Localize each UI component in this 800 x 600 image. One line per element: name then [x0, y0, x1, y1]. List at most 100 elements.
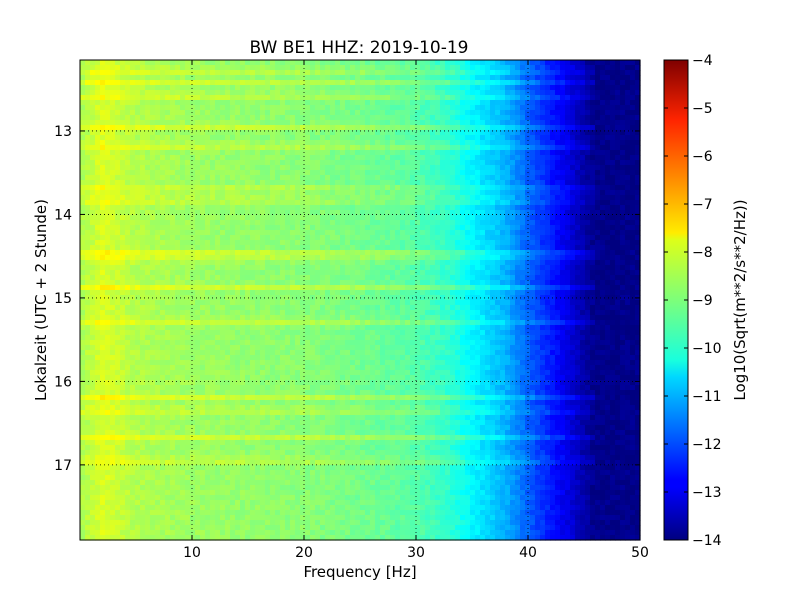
heatmap-cell — [90, 165, 96, 171]
heatmap-cell — [200, 135, 206, 141]
heatmap-cell — [585, 250, 591, 256]
heatmap-cell — [350, 240, 356, 246]
heatmap-cell — [180, 130, 186, 136]
heatmap-cell — [500, 125, 506, 131]
heatmap-cell — [460, 230, 466, 236]
heatmap-cell — [405, 250, 411, 256]
heatmap-cell — [195, 195, 201, 201]
heatmap-cell — [465, 240, 471, 246]
heatmap-cell — [300, 270, 306, 276]
heatmap-cell — [490, 200, 496, 206]
heatmap-cell — [350, 85, 356, 91]
heatmap-cell — [320, 105, 326, 111]
heatmap-cell — [215, 230, 221, 236]
heatmap-cell — [595, 185, 601, 191]
heatmap-cell — [610, 125, 616, 131]
heatmap-cell — [290, 265, 296, 271]
heatmap-cell — [245, 210, 251, 216]
heatmap-cell — [495, 265, 501, 271]
heatmap-cell — [250, 135, 256, 141]
heatmap-cell — [470, 140, 476, 146]
heatmap-cell — [620, 145, 626, 151]
heatmap-cell — [560, 265, 566, 271]
heatmap-cell — [335, 245, 341, 251]
heatmap-cell — [320, 165, 326, 171]
heatmap-cell — [330, 90, 336, 96]
heatmap-cell — [535, 110, 541, 116]
heatmap-cell — [260, 165, 266, 171]
heatmap-cell — [530, 175, 536, 181]
heatmap-cell — [380, 145, 386, 151]
heatmap-cell — [550, 215, 556, 221]
heatmap-cell — [415, 125, 421, 131]
heatmap-cell — [525, 205, 531, 211]
heatmap-cell — [305, 230, 311, 236]
heatmap-cell — [295, 245, 301, 251]
heatmap-cell — [240, 95, 246, 101]
heatmap-cell — [370, 185, 376, 191]
heatmap-cell — [560, 145, 566, 151]
heatmap-cell — [125, 130, 131, 136]
heatmap-cell — [345, 220, 351, 226]
heatmap-cell — [265, 75, 271, 81]
heatmap-cell — [395, 265, 401, 271]
heatmap-cell — [300, 215, 306, 221]
heatmap-cell — [410, 175, 416, 181]
heatmap-cell — [380, 230, 386, 236]
heatmap-cell — [315, 95, 321, 101]
heatmap-cell — [445, 245, 451, 251]
heatmap-cell — [325, 260, 331, 266]
heatmap-cell — [255, 240, 261, 246]
heatmap-cell — [560, 150, 566, 156]
heatmap-cell — [465, 165, 471, 171]
heatmap-cell — [250, 225, 256, 231]
heatmap-cell — [485, 220, 491, 226]
heatmap-cell — [105, 105, 111, 111]
heatmap-cell — [285, 185, 291, 191]
heatmap-cell — [240, 175, 246, 181]
heatmap-cell — [535, 180, 541, 186]
heatmap-cell — [300, 250, 306, 256]
heatmap-cell — [85, 100, 91, 106]
heatmap-cell — [595, 195, 601, 201]
heatmap-cell — [630, 240, 636, 246]
heatmap-cell — [505, 175, 511, 181]
heatmap-cell — [205, 140, 211, 146]
heatmap-cell — [515, 255, 521, 261]
heatmap-cell — [370, 70, 376, 76]
heatmap-cell — [180, 175, 186, 181]
heatmap-cell — [570, 80, 576, 86]
heatmap-cell — [375, 170, 381, 176]
heatmap-cell — [580, 265, 586, 271]
heatmap-cell — [245, 260, 251, 266]
heatmap-cell — [345, 90, 351, 96]
heatmap-cell — [475, 100, 481, 106]
heatmap-cell — [550, 260, 556, 266]
heatmap-cell — [100, 100, 106, 106]
heatmap-cell — [635, 245, 641, 251]
heatmap-cell — [345, 60, 351, 66]
heatmap-cell — [505, 215, 511, 221]
heatmap-cell — [630, 270, 636, 276]
heatmap-cell — [425, 245, 431, 251]
heatmap-cell — [550, 140, 556, 146]
heatmap-cell — [265, 210, 271, 216]
heatmap-cell — [375, 245, 381, 251]
heatmap-cell — [470, 210, 476, 216]
heatmap-cell — [535, 150, 541, 156]
heatmap-cell — [375, 275, 381, 281]
heatmap-cell — [320, 145, 326, 151]
heatmap-cell — [220, 240, 226, 246]
heatmap-cell — [415, 160, 421, 166]
heatmap-cell — [385, 115, 391, 121]
heatmap-cell — [480, 165, 486, 171]
heatmap-cell — [80, 125, 86, 131]
heatmap-cell — [385, 255, 391, 261]
heatmap-cell — [580, 95, 586, 101]
heatmap-cell — [225, 90, 231, 96]
heatmap-cell — [410, 280, 416, 286]
heatmap-cell — [215, 160, 221, 166]
heatmap-cell — [385, 235, 391, 241]
heatmap-cell — [450, 100, 456, 106]
heatmap-cell — [540, 145, 546, 151]
